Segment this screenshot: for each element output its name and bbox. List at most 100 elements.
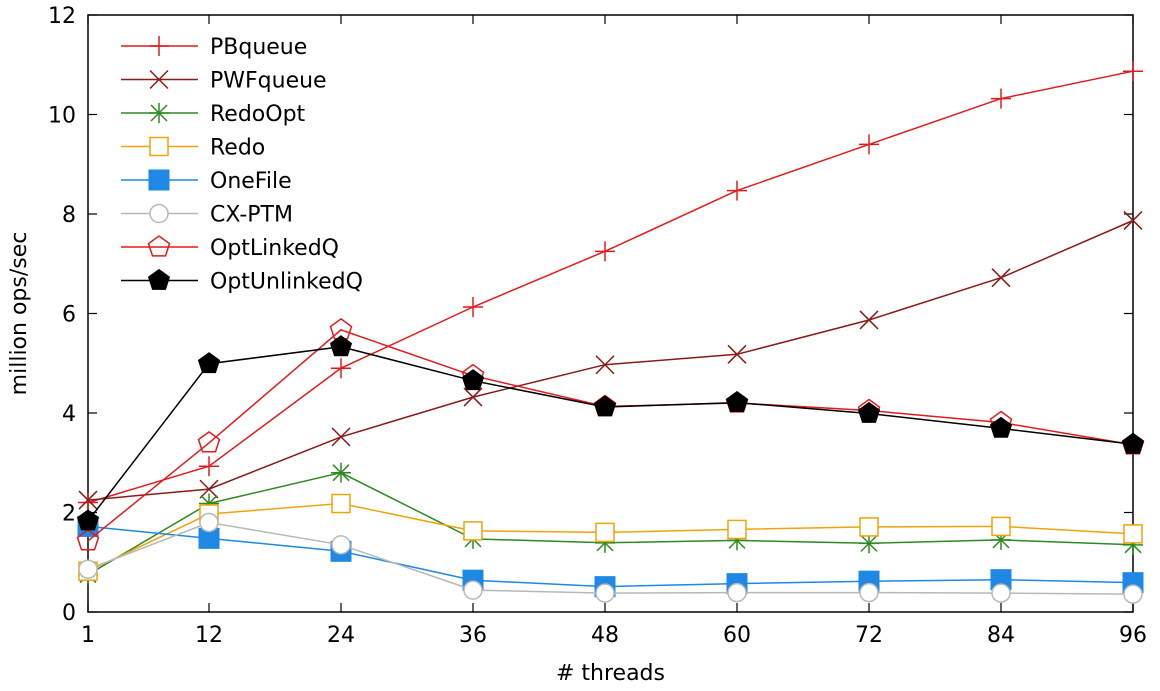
data-point-pwfqueue <box>463 387 483 407</box>
data-point-pbqueue <box>199 456 219 477</box>
data-point-pwfqueue <box>727 344 747 364</box>
data-point-optunlinkedq <box>857 401 881 423</box>
data-point-pbqueue <box>331 358 351 379</box>
legend-entry-optlinkedq: OptLinkedQ <box>121 235 339 261</box>
data-point-optunlinkedq <box>725 390 749 412</box>
data-point-pbqueue <box>463 297 483 318</box>
data-point-cx-ptm <box>595 583 615 603</box>
y-tick-label: 10 <box>48 104 76 129</box>
data-point-optunlinkedq <box>76 509 100 531</box>
x-tick-label: 84 <box>987 623 1015 648</box>
x-tick-label: 48 <box>591 623 619 648</box>
legend-entry-redoopt: RedoOpt <box>121 102 306 127</box>
series-optlinkedq <box>76 317 1145 551</box>
data-point-cx-ptm <box>1123 584 1143 604</box>
y-axis-title: million ops/sec <box>7 232 32 396</box>
data-point-pwfqueue <box>199 479 219 499</box>
series-redo <box>78 493 1143 581</box>
series-optunlinkedq <box>76 335 1145 531</box>
x-tick-label: 72 <box>855 623 883 648</box>
legend-entry-pbqueue: PBqueue <box>121 35 307 60</box>
legend-marker <box>149 136 169 157</box>
data-point-cx-ptm <box>331 535 351 555</box>
data-point-optunlinkedq <box>1121 432 1145 454</box>
data-point-redo <box>463 521 483 541</box>
data-point-redo <box>1123 524 1143 544</box>
series-line-optlinkedq <box>87 329 1134 542</box>
legend-marker <box>149 103 169 123</box>
data-point-pwfqueue <box>991 268 1011 288</box>
y-tick-label: 0 <box>62 601 76 626</box>
legend-label: OptLinkedQ <box>210 236 339 261</box>
y-tick-label: 2 <box>62 502 76 527</box>
data-point-pwfqueue <box>78 490 98 510</box>
legend-label: PWFqueue <box>210 69 327 94</box>
data-point-pbqueue <box>859 134 879 155</box>
series-layer <box>76 61 1145 604</box>
data-point-redo <box>991 516 1011 537</box>
legend-marker <box>149 36 169 56</box>
data-point-optunlinkedq <box>593 395 617 417</box>
data-point-cx-ptm <box>78 559 98 579</box>
data-point-cx-ptm <box>463 580 483 600</box>
x-tick-label: 12 <box>195 623 223 648</box>
legend: PBqueue PWFqueue RedoOpt Redo OneFile CX-PTM O… <box>121 35 363 295</box>
data-point-redoopt <box>331 462 351 483</box>
data-point-optunlinkedq <box>989 416 1013 438</box>
data-point-cx-ptm <box>859 582 879 603</box>
legend-entry-pwfqueue: PWFqueue <box>121 69 327 94</box>
series-pbqueue <box>78 61 1143 513</box>
legend-label: RedoOpt <box>210 102 306 127</box>
y-tick-label: 4 <box>62 402 76 427</box>
x-tick-label: 96 <box>1119 623 1147 648</box>
data-point-pbqueue <box>1123 61 1143 82</box>
legend-marker <box>147 268 171 290</box>
legend-entry-cx-ptm: CX-PTM <box>121 203 293 228</box>
data-point-pbqueue <box>727 180 747 201</box>
x-tick-label: 60 <box>723 623 751 648</box>
legend-label: Redo <box>210 136 265 161</box>
legend-label: PBqueue <box>210 35 307 60</box>
legend-marker <box>149 203 169 224</box>
data-point-redo <box>859 517 879 537</box>
data-point-redo <box>331 493 351 514</box>
data-point-optunlinkedq <box>461 369 485 391</box>
data-point-optlinkedq <box>76 528 100 551</box>
y-tick-label: 8 <box>62 203 76 228</box>
series-pwfqueue <box>78 210 1143 510</box>
series-cx-ptm <box>78 512 1143 604</box>
data-point-pwfqueue <box>859 310 879 330</box>
data-point-cx-ptm <box>991 583 1011 603</box>
data-point-optunlinkedq <box>329 335 353 357</box>
x-tick-label: 36 <box>459 623 487 648</box>
data-point-pbqueue <box>595 241 615 262</box>
x-tick-label: 1 <box>81 623 95 648</box>
data-point-pwfqueue <box>331 427 351 447</box>
data-point-redoopt <box>859 533 879 554</box>
legend-marker <box>148 169 170 191</box>
legend-entry-redo: Redo <box>121 136 265 161</box>
data-point-optunlinkedq <box>197 352 221 374</box>
x-tick-label: 24 <box>327 623 355 648</box>
data-point-redo <box>595 522 615 543</box>
data-point-pwfqueue <box>1123 210 1143 230</box>
data-point-redo <box>727 519 747 540</box>
y-tick-label: 6 <box>62 303 76 328</box>
data-point-cx-ptm <box>199 512 219 533</box>
x-axis-title: # threads <box>556 661 665 686</box>
legend-marker <box>147 235 171 257</box>
legend-label: CX-PTM <box>210 203 293 228</box>
data-point-pbqueue <box>991 88 1011 109</box>
data-point-cx-ptm <box>727 582 747 603</box>
data-point-optlinkedq <box>197 430 221 453</box>
data-point-pbqueue <box>78 492 98 513</box>
legend-entry-onefile: OneFile <box>121 169 292 194</box>
y-tick-label: 12 <box>48 4 76 29</box>
data-point-pwfqueue <box>595 355 615 375</box>
legend-label: OptUnlinkedQ <box>210 270 363 295</box>
legend-entry-optunlinkedq: OptUnlinkedQ <box>121 268 363 295</box>
legend-marker <box>149 69 169 90</box>
legend-label: OneFile <box>210 169 292 194</box>
